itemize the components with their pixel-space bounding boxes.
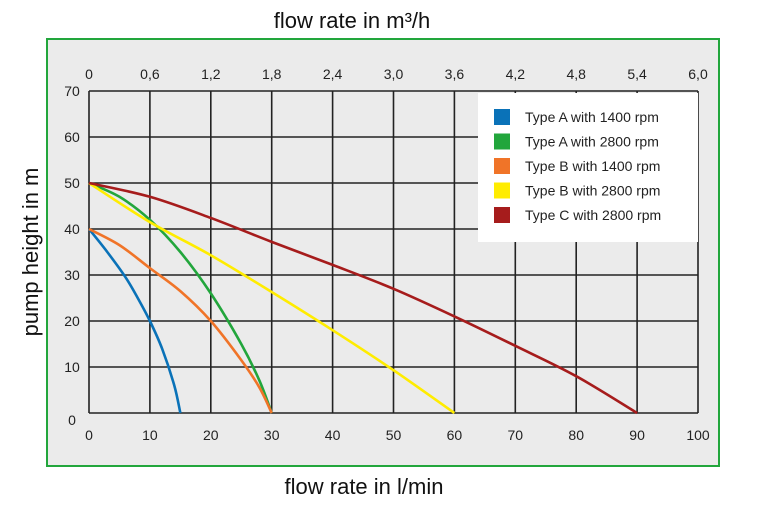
x-tick-label: 30 [264,427,280,443]
series-line-3 [88,227,273,414]
y-tick-label: 40 [64,221,80,237]
y-tick-label: 0 [68,412,76,428]
y-axis-ticks: 0 10 20 30 40 50 60 70 [64,83,80,428]
x-tick-label: 60 [447,427,463,443]
legend-swatch [494,133,510,150]
legend-swatch [494,158,510,174]
x-tick-label: 80 [568,427,584,443]
x2-tick-label: 3,6 [445,66,465,82]
x-axis-label: flow rate in l/min [285,474,444,499]
x2-tick-label: 1,8 [262,66,282,82]
y-axis-label: pump height in m [18,168,43,337]
legend-label: Type A with 1400 rpm [525,109,659,125]
legend-swatch [494,182,510,199]
legend-swatch [494,207,510,223]
legend-swatch [494,109,510,125]
y-tick-label: 10 [64,359,80,375]
x-tick-label: 20 [203,427,219,443]
x2-tick-label: 6,0 [688,66,708,82]
legend-label: Type B with 1400 rpm [525,158,660,174]
y-tick-label: 50 [64,175,80,191]
x-tick-label: 70 [508,427,524,443]
series-line-5 [88,181,638,415]
x2-tick-label: 1,2 [201,66,221,82]
x-tick-label: 40 [325,427,341,443]
series-lines [87,181,638,415]
x2-tick-label: 4,8 [566,66,586,82]
x-tick-label: 50 [386,427,402,443]
x2-tick-label: 3,0 [384,66,404,82]
x-axis-ticks: 0 10 20 30 40 50 60 70 80 90 100 [85,427,710,443]
x-tick-label: 100 [686,427,710,443]
x-tick-label: 90 [629,427,645,443]
x2-tick-label: 0,6 [140,66,160,82]
x2-tick-label: 5,4 [627,66,647,82]
x2-tick-label: 0 [85,66,93,82]
y-tick-label: 30 [64,267,80,283]
series-line-4 [88,181,456,415]
legend-label: Type C with 2800 rpm [525,207,661,223]
chart-title: flow rate in m³/h [274,8,431,33]
legend-label: Type B with 2800 rpm [525,183,660,199]
legend-label: Type A with 2800 rpm [525,134,659,150]
x2-tick-label: 2,4 [323,66,343,82]
x2-tick-label: 4,2 [506,66,526,82]
y-tick-label: 70 [64,83,80,99]
x-tick-label: 10 [142,427,158,443]
x2-axis-ticks: 0 0,6 1,2 1,8 2,4 3,0 3,6 4,2 4,8 5,4 6,0 [85,66,708,82]
x-tick-label: 0 [85,427,93,443]
y-tick-label: 60 [64,129,80,145]
series-line-2 [88,181,273,414]
legend-box [478,93,698,242]
legend: Type A with 1400 rpm Type A with 2800 rpm… [478,93,698,242]
series-line-1 [87,228,182,414]
y-tick-label: 20 [64,313,80,329]
